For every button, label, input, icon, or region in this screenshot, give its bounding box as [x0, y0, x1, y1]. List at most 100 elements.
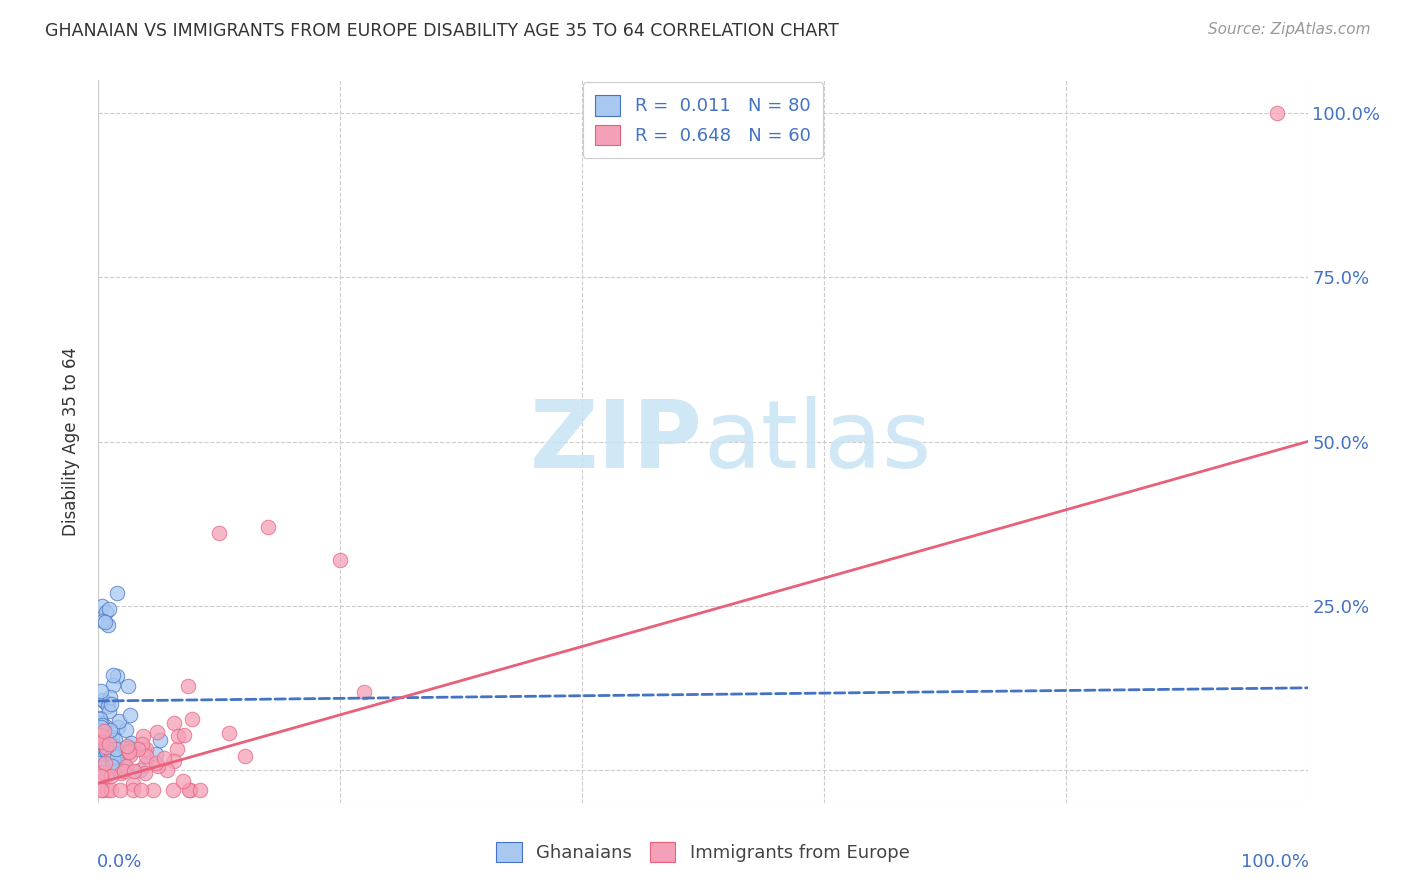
Point	[142, 782, 165, 797]
Point	[93, 750, 115, 764]
Point	[97, 752, 120, 766]
Point	[100, 769, 122, 783]
Point	[105, 759, 128, 773]
Point	[89, 749, 111, 764]
Point	[208, 526, 231, 541]
Point	[89, 756, 111, 771]
Point	[93, 760, 115, 774]
Point	[90, 728, 112, 742]
Point	[110, 766, 132, 780]
Point	[93, 719, 115, 733]
Point	[101, 737, 124, 751]
Point	[163, 716, 186, 731]
Point	[104, 749, 127, 764]
Point	[101, 678, 124, 692]
Point	[167, 729, 190, 743]
Point	[91, 615, 114, 629]
Point	[233, 749, 256, 764]
Point	[96, 743, 118, 757]
Point	[93, 693, 115, 707]
Point	[100, 697, 122, 711]
Point	[89, 712, 111, 726]
Point	[101, 730, 124, 744]
Point	[163, 754, 186, 768]
Point	[90, 757, 112, 772]
Point	[91, 761, 114, 775]
Point	[100, 758, 122, 772]
Text: 100.0%: 100.0%	[1240, 854, 1309, 871]
Point	[112, 764, 135, 779]
Point	[89, 723, 111, 738]
Point	[132, 743, 155, 757]
Point	[105, 669, 128, 683]
Point	[98, 723, 121, 738]
Point	[96, 731, 118, 746]
Point	[96, 605, 118, 619]
Point	[98, 704, 121, 718]
Point	[129, 763, 152, 777]
Point	[100, 750, 122, 764]
Point	[91, 764, 114, 779]
Point	[94, 756, 117, 771]
Point	[104, 742, 127, 756]
Point	[256, 520, 278, 534]
Point	[1267, 106, 1289, 120]
Point	[166, 741, 188, 756]
Point	[181, 712, 204, 726]
Point	[91, 720, 114, 734]
Point	[121, 777, 143, 791]
Point	[179, 782, 201, 797]
Point	[122, 782, 145, 797]
Text: Source: ZipAtlas.com: Source: ZipAtlas.com	[1208, 22, 1371, 37]
Point	[188, 782, 211, 797]
Y-axis label: Disability Age 35 to 64: Disability Age 35 to 64	[62, 347, 80, 536]
Point	[90, 782, 112, 797]
Point	[146, 724, 169, 739]
Point	[329, 553, 352, 567]
Point	[100, 782, 122, 797]
Point	[96, 747, 118, 762]
Point	[135, 749, 157, 764]
Point	[104, 732, 127, 747]
Point	[153, 751, 176, 765]
Point	[93, 615, 115, 629]
Text: atlas: atlas	[703, 395, 931, 488]
Point	[101, 746, 124, 760]
Point	[96, 747, 118, 761]
Point	[90, 684, 112, 698]
Point	[134, 765, 156, 780]
Point	[129, 782, 152, 797]
Point	[108, 782, 131, 797]
Legend: Ghanaians, Immigrants from Europe: Ghanaians, Immigrants from Europe	[485, 830, 921, 873]
Point	[96, 736, 118, 750]
Point	[172, 774, 194, 789]
Point	[105, 748, 128, 763]
Point	[117, 741, 139, 756]
Point	[156, 764, 179, 778]
Point	[117, 739, 139, 753]
Text: 0.0%: 0.0%	[97, 854, 142, 871]
Point	[115, 758, 138, 772]
Point	[98, 747, 121, 762]
Point	[94, 739, 117, 754]
Point	[89, 715, 111, 730]
Point	[90, 769, 112, 783]
Point	[93, 723, 115, 738]
Point	[94, 768, 117, 782]
Point	[89, 755, 111, 769]
Point	[134, 757, 156, 772]
Point	[90, 720, 112, 734]
Point	[218, 726, 240, 740]
Point	[177, 679, 200, 693]
Point	[179, 782, 201, 797]
Point	[101, 668, 124, 682]
Point	[127, 741, 149, 756]
Point	[148, 759, 170, 773]
Point	[101, 758, 124, 772]
Point	[105, 585, 128, 599]
Point	[96, 756, 118, 771]
Point	[98, 737, 121, 751]
Point	[105, 749, 128, 764]
Point	[173, 728, 195, 742]
Point	[117, 679, 139, 693]
